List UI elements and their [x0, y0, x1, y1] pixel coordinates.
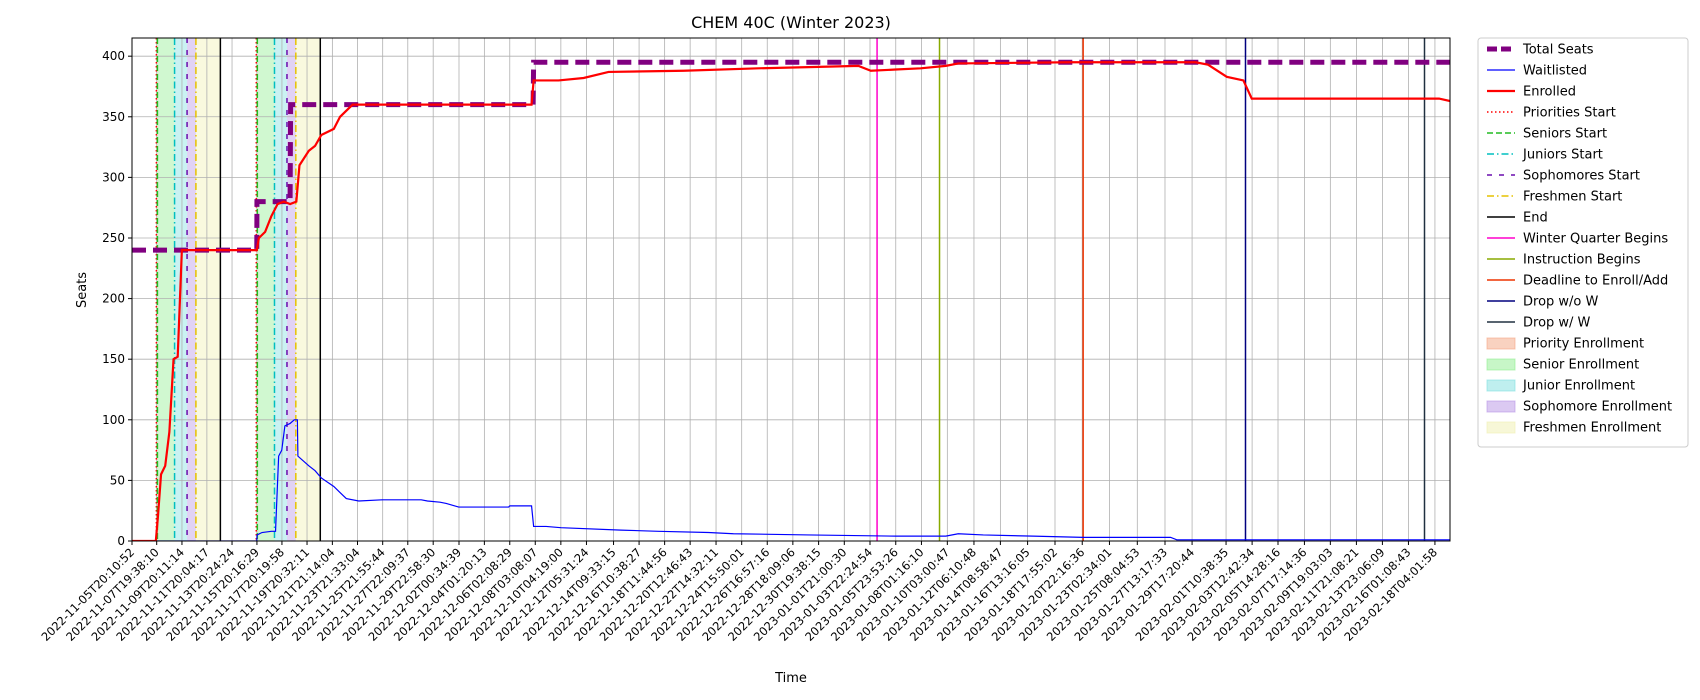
series-enrolled [132, 61, 1450, 541]
series-waitlisted [132, 419, 1450, 541]
legend-swatch-senior-enrollment [1486, 358, 1516, 371]
y-tick-label: 250 [102, 231, 125, 245]
legend-swatch-junior-enrollment [1486, 379, 1516, 392]
shade-senior-enrollment [257, 38, 275, 541]
legend-label-priority-enrollment: Priority Enrollment [1523, 337, 1644, 352]
legend-label-freshmen-start: Freshmen Start [1523, 190, 1622, 205]
y-tick-label: 400 [102, 49, 125, 63]
legend-label-freshmen-enrollment: Freshmen Enrollment [1523, 421, 1661, 436]
legend-swatch-freshmen-enrollment [1486, 421, 1516, 434]
legend-label-sophomore-enrollment: Sophomore Enrollment [1523, 400, 1672, 415]
shade-sophomore-enrollment [286, 38, 296, 541]
legend-swatch-priority-enrollment [1486, 337, 1516, 350]
y-tick-label: 100 [102, 413, 125, 427]
legend-box [1477, 37, 1689, 448]
legend-label-junior-enrollment: Junior Enrollment [1522, 379, 1635, 394]
legend-label-end: End [1523, 211, 1548, 226]
y-axis-label: Seats [75, 272, 90, 308]
y-tick-label: 350 [102, 110, 125, 124]
plot-clip-group [132, 38, 1450, 541]
legend-label-juniors-start: Juniors Start [1522, 148, 1603, 163]
legend-label-total-seats: Total Seats [1522, 43, 1594, 58]
legend-label-enrolled: Enrolled [1523, 85, 1576, 100]
legend-label-deadline-to-enroll-add: Deadline to Enroll/Add [1523, 274, 1668, 289]
legend-label-drop-w-w: Drop w/ W [1523, 316, 1591, 331]
plot-frame [131, 37, 1451, 542]
y-tick-label: 300 [102, 170, 125, 184]
y-tick-label: 200 [102, 292, 125, 306]
legend-label-senior-enrollment: Senior Enrollment [1523, 358, 1639, 373]
y-tick-label: 50 [110, 473, 125, 487]
series-total-seats [132, 59, 1450, 253]
legend-label-drop-w-o-w: Drop w/o W [1523, 295, 1599, 310]
legend-label-instruction-begins: Instruction Begins [1523, 253, 1641, 268]
shade-junior-enrollment [274, 38, 287, 541]
y-tick-label: 0 [117, 534, 125, 548]
legend: Total Seats Waitlisted Enrolled Priorities … [1477, 37, 1689, 448]
shade-sophomore-enrollment [187, 38, 196, 541]
legend-swatch-sophomore-enrollment [1486, 400, 1516, 413]
legend-label-sophomores-start: Sophomores Start [1523, 169, 1640, 184]
y-tick-label: 150 [102, 352, 125, 366]
legend-label-waitlisted: Waitlisted [1523, 64, 1587, 79]
chart-title: CHEM 40C (Winter 2023) [691, 13, 891, 32]
shade-freshmen-enrollment [195, 38, 221, 541]
x-axis-label: Time [774, 671, 807, 686]
legend-label-seniors-start: Seniors Start [1523, 127, 1607, 142]
legend-label-winter-quarter-begins: Winter Quarter Begins [1523, 232, 1668, 247]
legend-label-priorities-start: Priorities Start [1523, 106, 1616, 121]
